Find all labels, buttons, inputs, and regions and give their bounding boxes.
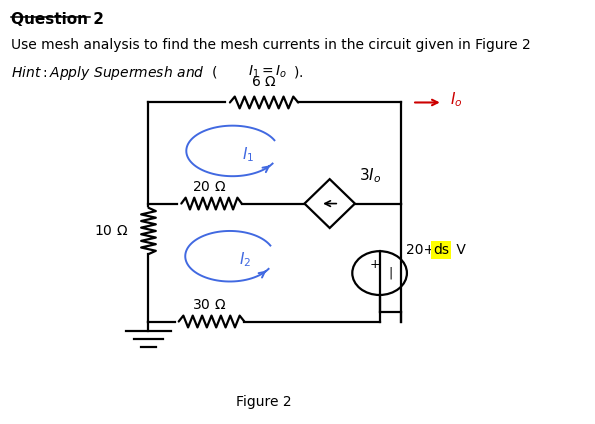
Text: $I_1 = I_o$: $I_1 = I_o$ [248, 64, 287, 80]
Text: $\it{).}$: $\it{).}$ [293, 64, 303, 80]
Text: 10 $\Omega$: 10 $\Omega$ [95, 224, 129, 238]
Text: ds: ds [433, 243, 449, 257]
Text: $I_o$: $I_o$ [450, 91, 462, 109]
Text: 30 $\Omega$: 30 $\Omega$ [192, 298, 226, 312]
Text: Use mesh analysis to find the mesh currents in the circuit given in Figure 2: Use mesh analysis to find the mesh curre… [11, 39, 531, 53]
Text: Figure 2: Figure 2 [236, 395, 292, 409]
Text: 6 $\Omega$: 6 $\Omega$ [251, 75, 277, 89]
Text: 20+: 20+ [406, 243, 435, 257]
Text: $I_1$: $I_1$ [242, 145, 254, 164]
Text: V: V [452, 243, 466, 257]
Text: $\it{Hint: Apply\ Supermesh\ and\ \ (\ }$: $\it{Hint: Apply\ Supermesh\ and\ \ (\ }… [11, 64, 218, 82]
Text: |: | [388, 267, 392, 279]
Text: $I_2$: $I_2$ [239, 250, 252, 269]
Text: Question 2: Question 2 [11, 12, 104, 27]
Text: $3I_o$: $3I_o$ [359, 166, 381, 184]
Text: 20 $\Omega$: 20 $\Omega$ [192, 180, 226, 194]
Text: +: + [370, 258, 381, 271]
